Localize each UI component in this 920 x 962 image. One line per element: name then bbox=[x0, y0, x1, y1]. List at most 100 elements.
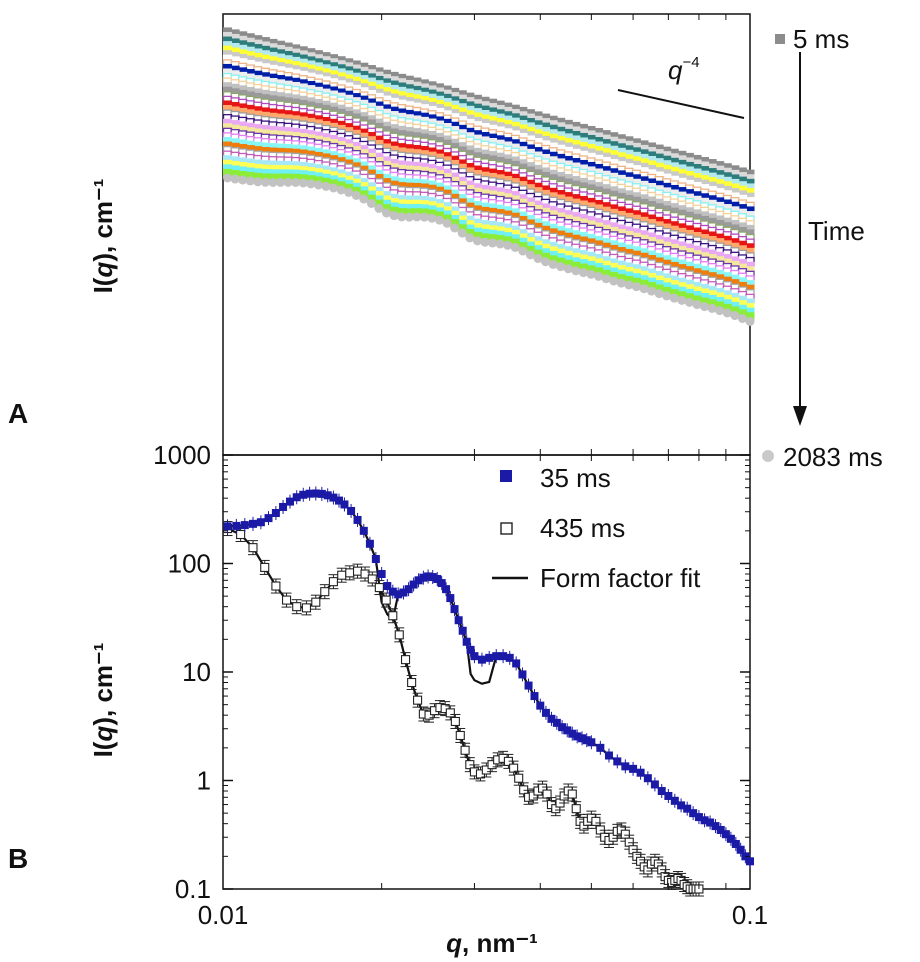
legend-label-fit: Form factor fit bbox=[540, 563, 701, 593]
series-point bbox=[563, 119, 573, 129]
series-point bbox=[601, 274, 611, 284]
data-point-35ms bbox=[317, 489, 326, 498]
data-point-35ms bbox=[414, 576, 423, 585]
series-point bbox=[472, 236, 482, 246]
data-point-35ms bbox=[677, 801, 686, 810]
series-point bbox=[647, 146, 657, 156]
series-point bbox=[692, 295, 702, 305]
series-point bbox=[715, 179, 725, 189]
data-point-35ms bbox=[223, 522, 232, 531]
data-point-35ms bbox=[299, 490, 308, 499]
series-point bbox=[722, 299, 732, 309]
series-point bbox=[238, 161, 248, 171]
series-point bbox=[571, 252, 581, 262]
data-point-435ms bbox=[271, 581, 281, 591]
data-point-35ms bbox=[399, 588, 408, 597]
series-point bbox=[730, 306, 740, 316]
series-point bbox=[624, 145, 634, 155]
series-point bbox=[654, 216, 664, 226]
series-point bbox=[616, 170, 626, 180]
series-point bbox=[435, 215, 445, 225]
legend-label-35ms: 35 ms bbox=[540, 463, 611, 493]
series-point bbox=[692, 173, 702, 183]
series-point bbox=[571, 139, 581, 149]
series-point bbox=[684, 189, 694, 199]
series-point bbox=[737, 176, 747, 186]
series-point bbox=[654, 234, 664, 244]
series-point bbox=[563, 155, 573, 165]
series-point bbox=[707, 163, 717, 173]
series-point bbox=[609, 271, 619, 281]
series-point bbox=[654, 289, 664, 299]
series-point bbox=[238, 171, 248, 181]
series-point bbox=[737, 300, 747, 310]
data-point-35ms bbox=[512, 659, 521, 668]
series-point bbox=[609, 136, 619, 146]
series-point bbox=[238, 40, 248, 50]
series-point bbox=[722, 181, 732, 191]
series-point bbox=[571, 230, 581, 240]
data-point-35ms bbox=[485, 653, 494, 662]
series-point bbox=[707, 303, 717, 313]
series-point bbox=[662, 277, 672, 287]
series-point bbox=[722, 303, 732, 313]
series-point bbox=[669, 289, 679, 299]
series-point bbox=[745, 174, 755, 184]
series-point bbox=[601, 256, 611, 266]
series-point bbox=[737, 204, 747, 214]
series-point bbox=[707, 168, 717, 178]
series-point bbox=[677, 291, 687, 301]
series-point bbox=[700, 211, 710, 221]
data-point-35ms bbox=[458, 626, 467, 635]
series-point bbox=[563, 128, 573, 138]
series-point bbox=[647, 214, 657, 224]
data-point-435ms bbox=[450, 716, 460, 727]
series-point bbox=[389, 211, 399, 221]
panel-b-plot bbox=[222, 486, 754, 897]
series-point bbox=[722, 163, 732, 173]
series-point bbox=[662, 255, 672, 265]
series-point bbox=[578, 263, 588, 273]
series-point bbox=[374, 203, 384, 213]
data-point-35ms bbox=[731, 839, 740, 848]
series-point bbox=[556, 208, 566, 218]
data-point-435ms bbox=[509, 763, 519, 773]
data-point-35ms bbox=[424, 572, 433, 581]
series-point bbox=[548, 124, 558, 134]
series-point bbox=[563, 259, 573, 269]
series-point bbox=[525, 250, 535, 260]
data-point-35ms bbox=[636, 768, 645, 777]
series-point bbox=[556, 189, 566, 199]
data-point-35ms bbox=[232, 521, 241, 530]
data-point-35ms bbox=[746, 857, 754, 866]
series-point bbox=[609, 150, 619, 160]
data-point-435ms bbox=[591, 816, 601, 826]
series-point bbox=[692, 154, 702, 164]
series-point bbox=[306, 179, 316, 189]
series-point bbox=[669, 293, 679, 303]
series-point bbox=[722, 308, 732, 318]
series-point bbox=[223, 159, 233, 169]
series-point bbox=[654, 275, 664, 285]
series-point bbox=[684, 261, 694, 271]
series-point bbox=[647, 286, 657, 296]
series-point bbox=[730, 292, 740, 302]
series-point bbox=[578, 137, 588, 147]
series-point bbox=[556, 131, 566, 141]
data-point-35ms bbox=[587, 738, 596, 747]
series-point bbox=[223, 31, 233, 41]
data-point-35ms bbox=[541, 708, 550, 717]
series-point bbox=[722, 272, 732, 282]
series-point bbox=[647, 282, 657, 292]
series-point bbox=[737, 172, 747, 182]
series-point bbox=[457, 228, 467, 238]
series-point bbox=[715, 197, 725, 207]
series-point bbox=[571, 135, 581, 145]
series-point bbox=[745, 303, 755, 313]
series-point bbox=[344, 187, 354, 197]
series-point bbox=[351, 190, 361, 200]
series-point bbox=[578, 123, 588, 133]
legend: 35 ms 435 ms Form factor fit bbox=[492, 463, 701, 593]
data-point-35ms bbox=[442, 585, 451, 594]
series-point bbox=[684, 284, 694, 294]
